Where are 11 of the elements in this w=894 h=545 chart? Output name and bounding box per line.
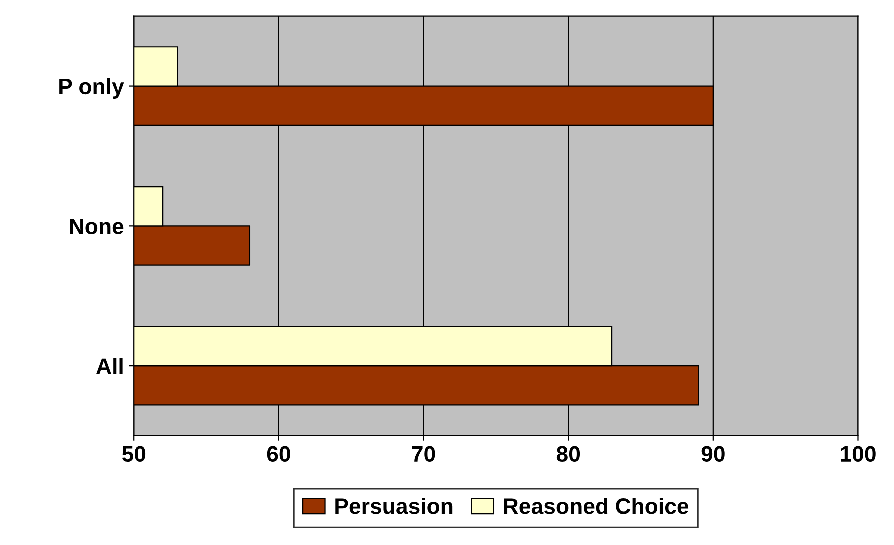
x-tick-label: 100 bbox=[841, 446, 876, 462]
x-tick-label: 90 bbox=[702, 446, 725, 462]
y-tick-label: None bbox=[70, 218, 124, 234]
x-tick-label: 50 bbox=[122, 446, 146, 462]
y-tick-label: All bbox=[96, 358, 123, 374]
x-tick-label: 70 bbox=[412, 446, 436, 462]
y-tick-label: P only bbox=[60, 78, 124, 99]
x-tick-label: 60 bbox=[267, 446, 290, 462]
legend-label: Reasoned Choice bbox=[504, 498, 689, 514]
x-tick-label: 80 bbox=[556, 446, 580, 462]
legend-label: Persuasion bbox=[336, 498, 453, 514]
